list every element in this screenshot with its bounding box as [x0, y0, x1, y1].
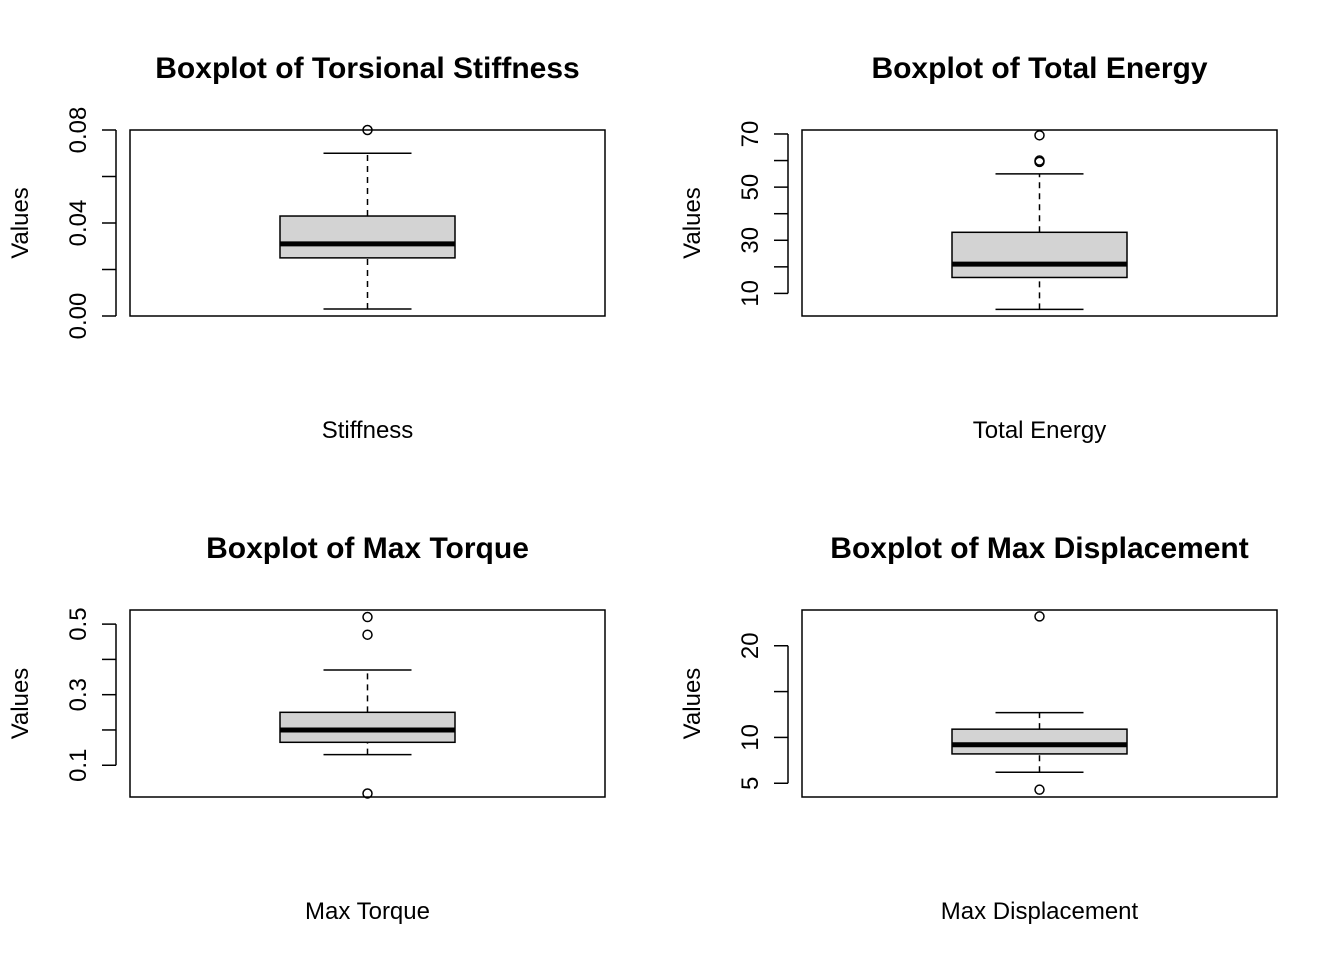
- y-tick-label: 50: [737, 174, 764, 201]
- x-axis-label: Max Displacement: [941, 898, 1139, 925]
- y-tick-label: 0.3: [65, 678, 92, 711]
- y-axis-label: Values: [7, 187, 34, 259]
- plot-frame: [801, 609, 1278, 798]
- y-axis-label: Values: [7, 668, 34, 740]
- plot-frame: [129, 609, 606, 798]
- y-tick-label: 70: [737, 121, 764, 148]
- box-element: [951, 130, 1128, 311]
- outlier-point: [362, 629, 373, 640]
- chart-panel-4: Boxplot of Max Displacement Max Displacem…: [679, 532, 1278, 925]
- outlier-point: [362, 788, 373, 799]
- y-tick-label: 10: [737, 280, 764, 307]
- outlier-point: [1034, 784, 1045, 795]
- y-tick-label: 0.1: [65, 749, 92, 782]
- y-axis-label: Values: [679, 187, 706, 259]
- y-tick-label: 30: [737, 227, 764, 254]
- y-tick-label: 20: [737, 632, 764, 659]
- chart-title: Boxplot of Total Energy: [871, 52, 1207, 85]
- chart-panel-3: Boxplot of Max Torque Max Torque Values 0.1…: [7, 532, 606, 925]
- chart-panel-2: Boxplot of Total Energy Total Energy Value…: [679, 52, 1278, 444]
- y-axis: 10 30 50 70: [737, 121, 789, 307]
- box-element: [279, 124, 456, 310]
- plot-frame: [129, 129, 606, 317]
- y-axis: 0.1 0.3 0.5: [65, 607, 117, 782]
- outlier-point: [1034, 130, 1045, 141]
- y-axis: 5 10 20: [737, 632, 789, 790]
- outlier-point: [362, 124, 373, 136]
- y-axis-label: Values: [679, 668, 706, 740]
- x-axis-label: Stiffness: [322, 417, 414, 444]
- x-axis-label: Total Energy: [973, 417, 1106, 444]
- box-element: [951, 611, 1128, 795]
- box-element: [279, 611, 456, 799]
- plot-frame: [801, 129, 1278, 317]
- interquartile-box: [279, 215, 456, 259]
- y-tick-label: 0.00: [65, 293, 92, 340]
- interquartile-box: [279, 711, 456, 744]
- x-axis-label: Max Torque: [305, 898, 430, 925]
- outlier-point: [362, 611, 373, 623]
- outlier-point: [1034, 155, 1045, 166]
- chart-panel-1: Boxplot of Torsional Stiffness Stiffness V…: [7, 52, 606, 444]
- chart-title: Boxplot of Max Torque: [206, 532, 529, 565]
- y-tick-label: 0.5: [65, 607, 92, 640]
- y-axis: 0.00 0.04 0.08: [65, 107, 117, 340]
- y-tick-label: 10: [737, 724, 764, 751]
- interquartile-box: [951, 728, 1128, 755]
- interquartile-box: [951, 231, 1128, 279]
- y-tick-label: 0.04: [65, 200, 92, 247]
- chart-title: Boxplot of Max Displacement: [830, 532, 1248, 565]
- y-tick-label: 0.08: [65, 107, 92, 154]
- outlier-point: [1034, 611, 1045, 622]
- y-tick-label: 5: [737, 777, 764, 790]
- chart-title: Boxplot of Torsional Stiffness: [155, 52, 579, 85]
